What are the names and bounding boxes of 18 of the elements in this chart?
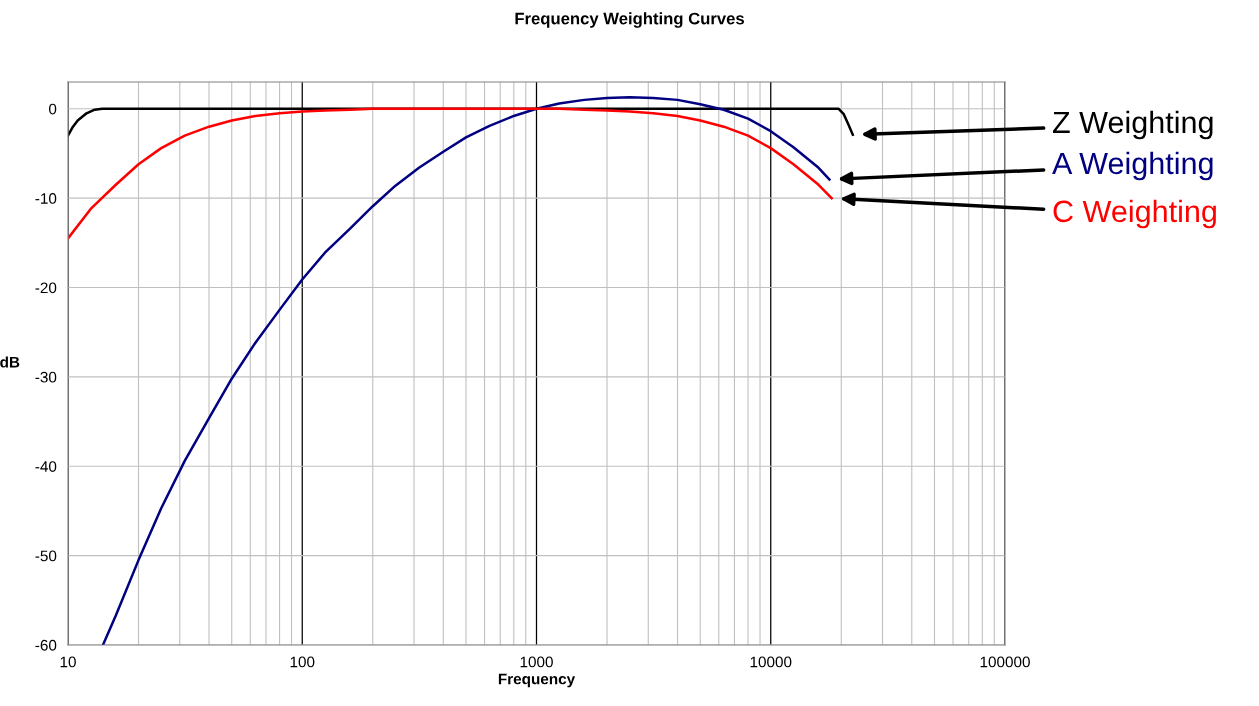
x-tick-label: 1000 xyxy=(520,656,553,668)
text: Z Weighting xyxy=(1052,110,1213,140)
y-tick-label: -50 xyxy=(35,550,57,562)
text: A Weighting xyxy=(1052,151,1213,181)
x-axis-title: Frequency xyxy=(498,673,576,688)
y-tick-label: -30 xyxy=(35,371,57,383)
x-tick-label: 10000 xyxy=(750,656,792,668)
y-axis-title: dB xyxy=(0,356,20,368)
x-tick-label: 10 xyxy=(60,656,76,668)
y-tick-label: -20 xyxy=(35,282,57,294)
y-tick-label: -10 xyxy=(35,193,57,204)
y-tick-label: -60 xyxy=(35,639,57,651)
text: C Weighting xyxy=(1053,199,1216,229)
y-tick-label: -40 xyxy=(35,461,57,472)
x-tick-label: 100000 xyxy=(980,656,1030,668)
y-tick-label: 0 xyxy=(48,103,57,115)
x-tick-label: 100 xyxy=(290,656,315,668)
chart-title: Frequency Weighting Curves xyxy=(515,12,744,28)
